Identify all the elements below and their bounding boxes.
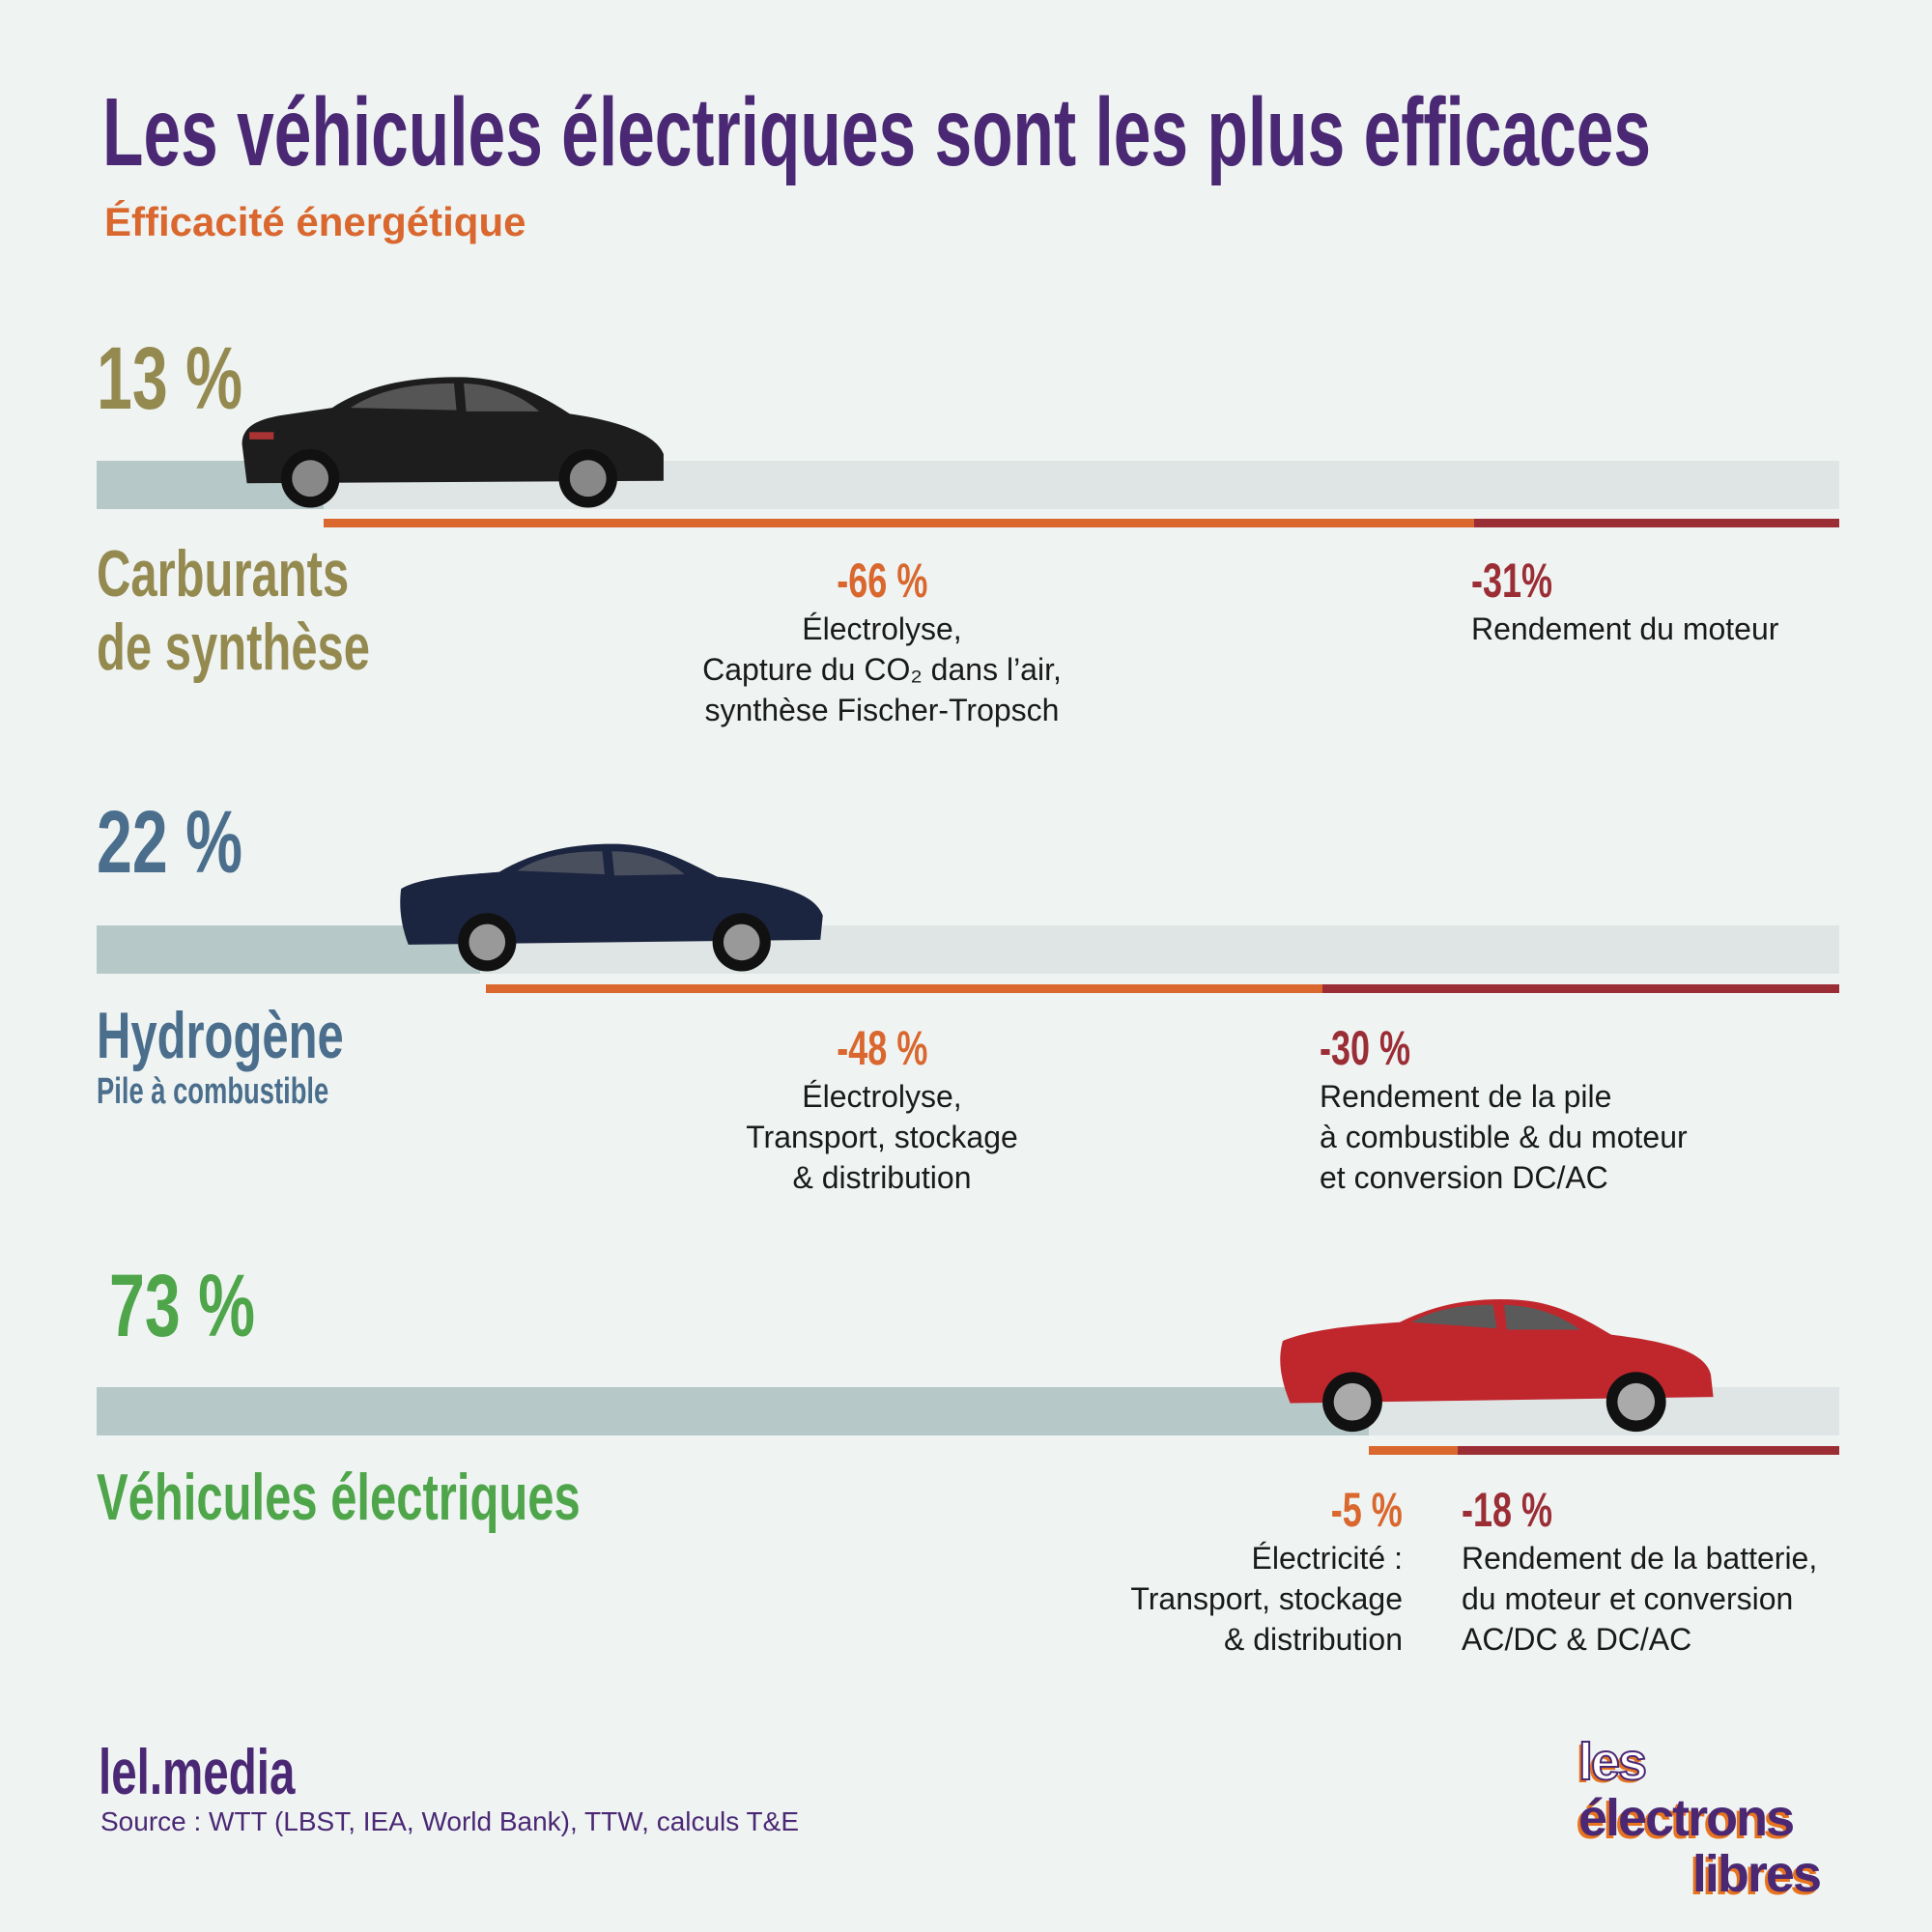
red-car-illustration — [1280, 1299, 1714, 1433]
efficiency-synthetic: 13 % — [97, 329, 242, 428]
loss1-electric: -5 % Électricité : Transport, stockage & d… — [1130, 1483, 1403, 1657]
navy-car-illustration — [400, 843, 823, 972]
logo: les électrons libres — [1577, 1733, 1822, 1903]
black-car-illustration — [242, 377, 664, 508]
site-name: lel.media — [99, 1736, 296, 1807]
loss-line-2 — [1458, 1446, 1839, 1455]
category-electric: Véhicules électriques — [97, 1461, 581, 1534]
efficiency-electric: 73 % — [109, 1257, 255, 1355]
category-synthetic: Carburants de synthèse — [97, 537, 371, 684]
source-text: Source : WTT (LBST, IEA, World Bank), TT… — [100, 1806, 800, 1836]
efficiency-bar-electric — [97, 1387, 1839, 1435]
loss-line-1 — [324, 519, 1474, 527]
category-hydrogen: Hydrogène Pile à combustible — [97, 999, 344, 1112]
efficiency-bar-hydrogen — [97, 925, 1839, 974]
loss2-electric: -18 % Rendement de la batterie, du moteur… — [1462, 1483, 1818, 1657]
page-title: Les véhicules électriques sont les plus … — [102, 78, 1652, 186]
loss-line-2 — [1474, 519, 1839, 527]
loss2-hydrogen: -30 % Rendement de la pile à combustible … — [1320, 1021, 1688, 1195]
loss2-synthetic: -31% Rendement du moteur — [1471, 554, 1779, 646]
page-subtitle: Éfficacité énergétique — [104, 199, 526, 244]
efficiency-hydrogen: 22 % — [97, 793, 242, 892]
loss-line-1 — [486, 984, 1322, 993]
efficiency-fill — [97, 1387, 1369, 1435]
loss-line-2 — [1322, 984, 1839, 993]
loss1-hydrogen: -48 % Électrolyse, Transport, stockage & d… — [746, 1021, 1018, 1195]
loss1-synthetic: -66 % Électrolyse, Capture du CO₂ dans l’… — [702, 554, 1062, 727]
loss-line-1 — [1369, 1446, 1458, 1455]
